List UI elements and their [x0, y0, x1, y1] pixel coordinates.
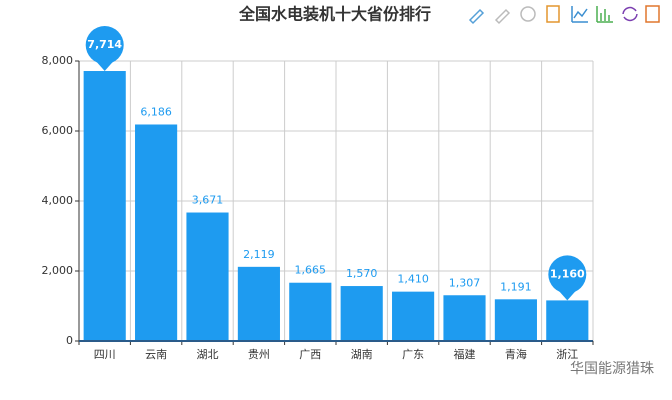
bar — [546, 300, 589, 341]
tool-icon[interactable] — [546, 5, 560, 23]
value-label: 1,191 — [500, 280, 532, 293]
bar — [289, 282, 332, 341]
value-label: 1,307 — [449, 276, 481, 289]
x-tick-label: 湖北 — [197, 348, 219, 361]
bar — [392, 291, 435, 341]
bar — [494, 299, 537, 341]
bar — [186, 212, 229, 341]
bar — [443, 295, 486, 341]
toolbox[interactable] — [468, 5, 660, 25]
mark-pin — [96, 62, 113, 72]
value-label: 2,119 — [243, 248, 275, 261]
value-label: 6,186 — [140, 105, 172, 118]
x-tick-label: 四川 — [94, 348, 116, 361]
mark-pin — [548, 255, 587, 294]
x-tick-label: 广西 — [299, 348, 321, 361]
x-tick-label: 广东 — [402, 348, 424, 361]
value-label: 7,714 — [87, 38, 122, 51]
chart-title: 全国水电装机十大省份排行 — [238, 5, 431, 24]
tool-icon[interactable] — [645, 5, 660, 23]
bar — [237, 266, 280, 341]
y-tick-label: 8,000 — [42, 54, 74, 67]
x-tick-label: 青海 — [505, 347, 527, 361]
y-tick-label: 4,000 — [42, 194, 74, 207]
mark-pin — [85, 26, 124, 65]
x-tick-label: 湖南 — [351, 348, 373, 361]
y-tick-label: 6,000 — [42, 124, 74, 137]
bar — [340, 286, 383, 341]
value-label: 1,160 — [550, 267, 585, 280]
tool-icon[interactable] — [520, 6, 536, 22]
mark-pin — [559, 291, 576, 301]
tool-icon[interactable] — [468, 8, 485, 25]
tool-icon[interactable] — [596, 6, 613, 23]
y-tick-label: 2,000 — [42, 264, 74, 277]
x-tick-label: 浙江 — [556, 348, 578, 361]
y-tick-label: 0 — [66, 334, 73, 347]
watermark: 华国能源猎珠 — [570, 361, 654, 377]
bar — [135, 124, 178, 342]
value-label: 1,665 — [295, 264, 327, 277]
value-label: 1,570 — [346, 267, 378, 280]
tool-icon[interactable] — [494, 8, 511, 25]
x-tick-label: 贵州 — [248, 348, 270, 361]
x-tick-label: 云南 — [145, 348, 167, 361]
bar — [83, 71, 126, 341]
tool-icon[interactable] — [571, 6, 588, 23]
value-label: 3,671 — [192, 194, 224, 207]
tool-icon[interactable] — [622, 6, 638, 22]
value-label: 1,410 — [397, 273, 429, 286]
x-tick-label: 福建 — [454, 347, 476, 361]
